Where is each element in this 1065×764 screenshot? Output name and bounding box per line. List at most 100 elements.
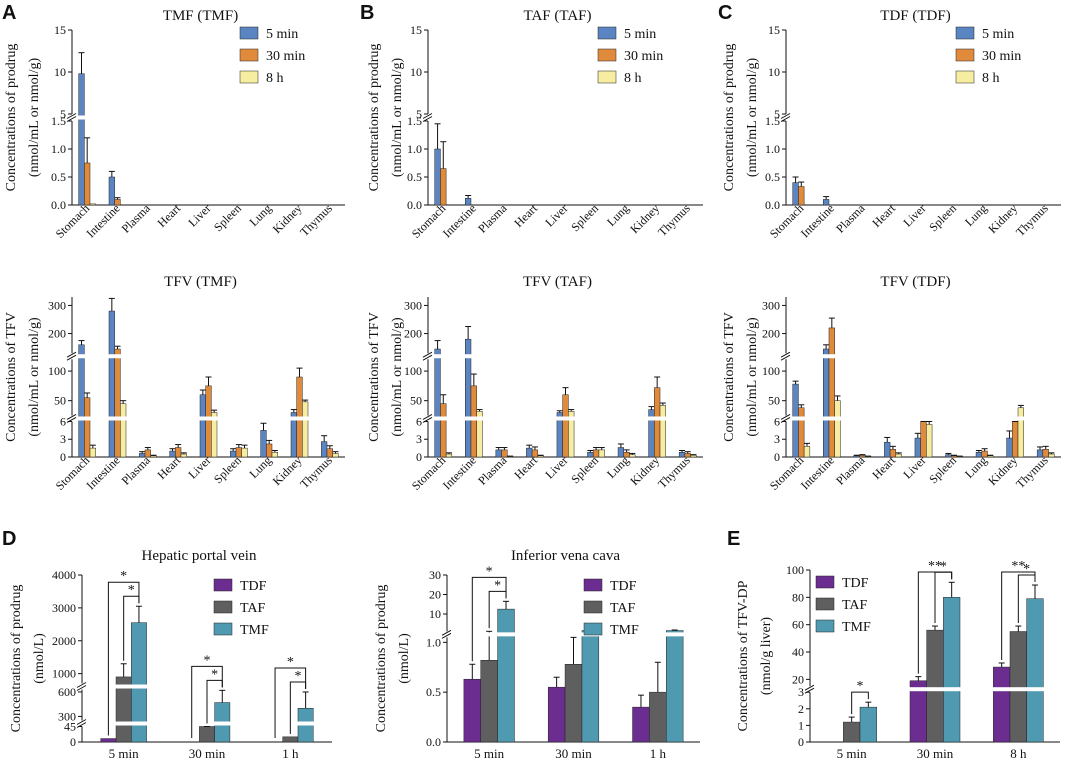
significance-label: * xyxy=(204,653,211,668)
y-tick-label: 0 xyxy=(70,735,76,749)
legend-swatch xyxy=(583,578,603,592)
axis-break-mark xyxy=(66,116,77,122)
bar-8-h xyxy=(89,447,96,458)
x-tick-label: 1 h xyxy=(650,746,667,761)
panel-letters: A B C D E xyxy=(2,2,740,550)
break-band xyxy=(433,416,453,421)
break-band xyxy=(168,115,188,120)
x-tick-label: Thymus xyxy=(1013,201,1051,239)
bar-taf xyxy=(480,660,498,743)
bar-30-min xyxy=(470,385,477,458)
break-band xyxy=(1036,416,1056,421)
panel-letter-a: A xyxy=(2,2,16,24)
significance-bracket xyxy=(107,581,140,736)
bar-8-h xyxy=(690,454,697,458)
x-tick-label: Thymus xyxy=(655,201,693,239)
y-tick-label: 6 xyxy=(60,414,66,428)
axis-break-mark xyxy=(66,351,77,358)
break-band xyxy=(852,115,872,120)
bar-taf xyxy=(926,629,944,743)
bar-8-h xyxy=(1017,407,1024,458)
bar-5-min xyxy=(823,348,830,458)
y-tick-label: 0.0 xyxy=(407,198,422,212)
break-band xyxy=(913,416,934,421)
break-band xyxy=(229,416,249,421)
y-tick-label: 300 xyxy=(58,709,76,723)
axis-break-mark xyxy=(66,113,77,119)
y-tick-label: 600 xyxy=(58,685,76,699)
x-tick-label: 1 h xyxy=(282,746,299,761)
y-tick-label: 300 xyxy=(48,298,66,312)
x-tick-label: Plasma xyxy=(833,453,868,488)
legend-swatch xyxy=(815,575,835,589)
bar-30-min xyxy=(114,348,121,458)
x-tick-label: 30 min xyxy=(189,746,226,761)
legend-label: TMF xyxy=(240,623,269,638)
legend-swatch xyxy=(213,600,233,614)
bar-30-min xyxy=(798,186,805,206)
y-tick-label: 300 xyxy=(762,298,780,312)
significance-label: * xyxy=(128,583,135,598)
bar-taf xyxy=(843,721,861,743)
x-tick-label: Plasma xyxy=(475,453,510,488)
y-tick-label: 5 xyxy=(774,107,780,121)
break-band xyxy=(617,354,637,359)
break-band xyxy=(138,115,158,120)
y-tick-label: 0.5 xyxy=(51,170,66,184)
significance-label: ** xyxy=(928,559,942,574)
legend-label: TDF xyxy=(842,576,869,591)
y-tick-label: 2000 xyxy=(52,634,76,648)
x-tick-label: Plasma xyxy=(119,201,154,236)
axis-break-mark xyxy=(422,116,433,122)
panel-letter-e: E xyxy=(727,528,740,550)
break-band xyxy=(494,416,514,421)
x-tick-label: Spleen xyxy=(211,201,244,234)
y-tick-label: 5 xyxy=(60,107,66,121)
axis-break-mark xyxy=(780,113,791,119)
break-band xyxy=(108,416,127,421)
break-band xyxy=(586,416,606,421)
legend-swatch xyxy=(815,619,835,633)
break-band xyxy=(290,115,309,120)
y-tick-label: 0 xyxy=(774,450,780,464)
x-tick-label: 5 min xyxy=(109,746,139,761)
bar-8-h xyxy=(598,449,605,458)
legend-label: TAF xyxy=(610,601,636,616)
axis-break-mark xyxy=(66,417,77,423)
break-band xyxy=(617,115,637,120)
break-band xyxy=(320,354,340,359)
bar-tmf xyxy=(943,597,961,743)
axis-break-mark xyxy=(422,351,433,358)
y-tick-label: 10 xyxy=(410,65,422,79)
legend-swatch xyxy=(239,26,259,40)
bar-5-min xyxy=(434,148,441,206)
chart-title: TFV (TDF) xyxy=(880,274,950,290)
chart-a2: TFV (TMF) Concentrations of TFV (nmol/mL o… xyxy=(4,274,345,493)
y-tick-label: 1 xyxy=(798,718,804,732)
significance-label: * xyxy=(486,564,493,579)
bar-5-min xyxy=(78,344,85,458)
y-tick-label: 100 xyxy=(48,364,66,378)
y-tick-label: 1.0 xyxy=(407,142,422,156)
axis-break-mark xyxy=(780,354,791,361)
break-band xyxy=(944,115,964,120)
break-band xyxy=(909,687,961,692)
break-band xyxy=(822,354,842,359)
axis-break-mark xyxy=(780,417,791,423)
legend-swatch xyxy=(597,70,617,84)
x-tick-label: Intestine xyxy=(83,201,122,240)
bar-30-min xyxy=(654,387,661,458)
chart-c2: TFV (TDF) Concentrations of TFV (nmol/mL o… xyxy=(722,274,1061,493)
break-band xyxy=(494,115,514,120)
legend: 5 min 30 min 8 h xyxy=(597,26,663,86)
x-tick-label: Stomach xyxy=(53,453,93,493)
legend-label: 8 h xyxy=(624,71,642,86)
axis-break-mark xyxy=(422,113,433,119)
axis-break-mark xyxy=(422,354,433,361)
significance-bracket xyxy=(917,571,953,674)
y-tick-label: 50 xyxy=(54,394,66,408)
break-band xyxy=(229,115,249,120)
y-axis-label: Concentrations of TFV xyxy=(4,312,19,442)
x-tick-label: Intestine xyxy=(440,201,479,240)
significance-label: * xyxy=(294,669,301,684)
